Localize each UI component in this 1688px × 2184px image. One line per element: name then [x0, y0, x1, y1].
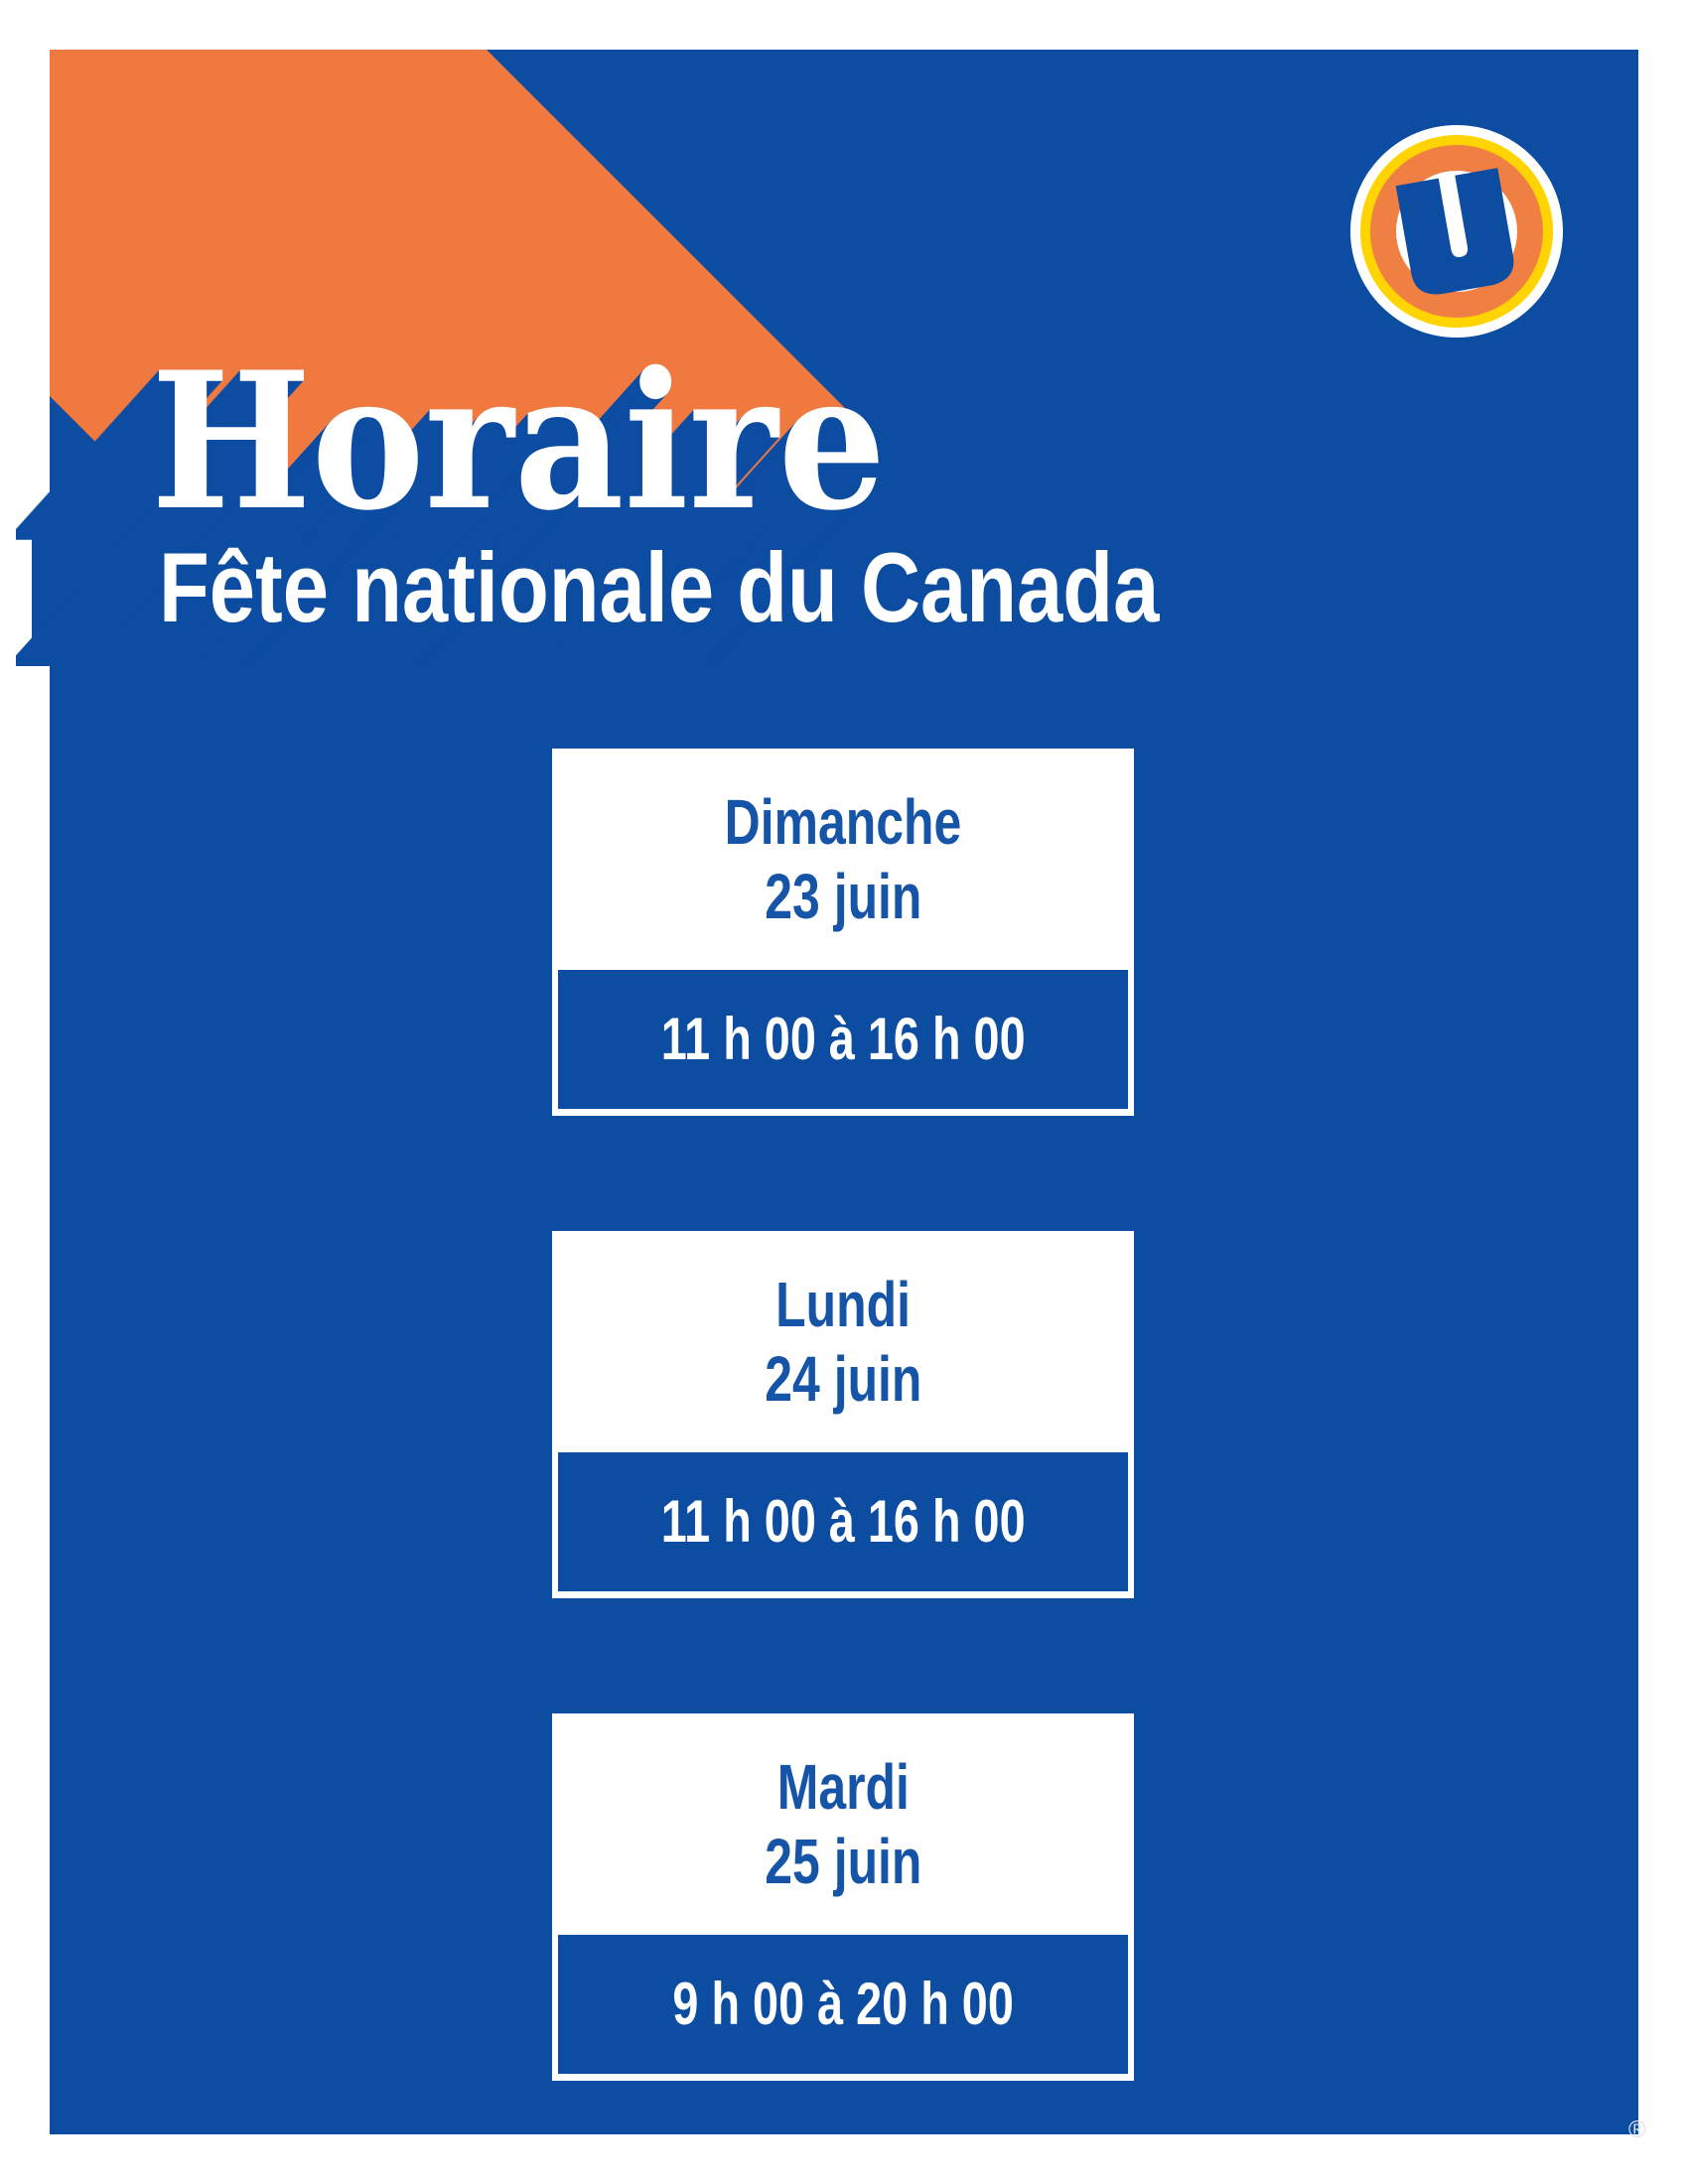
hours-text: 11 h 00 à 16 h 00 [660, 1488, 1026, 1555]
schedule-card-hours-bar: 11 h 00 à 16 h 00 [558, 970, 1128, 1109]
logo-letter-u [1395, 168, 1514, 295]
day-name: Mardi [776, 1751, 910, 1824]
schedule-card-hours-bar: 9 h 00 à 20 h 00 [558, 1935, 1128, 2074]
schedule-card-day-label: Lundi 24 juin [552, 1231, 1134, 1452]
page-subtitle: Fête nationale du Canada [159, 532, 1160, 642]
schedule-card-day-label: Dimanche 23 juin [552, 749, 1134, 970]
registered-trademark-symbol: ® [1628, 2116, 1646, 2143]
schedule-card-tuesday: Mardi 25 juin 9 h 00 à 20 h 00 [552, 1713, 1134, 2081]
page-title: Horaire [151, 331, 887, 552]
schedule-card-hours-bar: 11 h 00 à 16 h 00 [558, 1452, 1128, 1591]
day-name: Dimanche [724, 786, 962, 859]
schedule-card-day-label: Mardi 25 juin [552, 1713, 1134, 1935]
day-name: Lundi [775, 1269, 911, 1341]
hours-text: 11 h 00 à 16 h 00 [660, 1006, 1026, 1072]
schedule-card-monday: Lundi 24 juin 11 h 00 à 16 h 00 [552, 1231, 1134, 1598]
uniprix-logo-icon [1350, 125, 1563, 338]
day-date: 24 juin [764, 1342, 922, 1415]
day-date: 23 juin [764, 860, 922, 932]
day-date: 25 juin [764, 1825, 922, 1897]
schedule-card-sunday: Dimanche 23 juin 11 h 00 à 16 h 00 [552, 749, 1134, 1116]
hours-text: 9 h 00 à 20 h 00 [672, 1971, 1014, 2037]
